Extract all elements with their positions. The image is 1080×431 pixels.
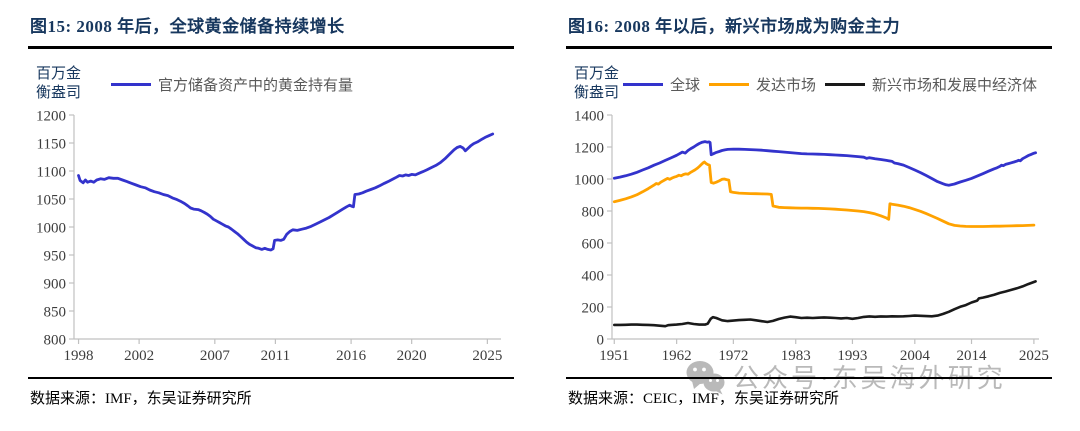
figure-16-title: 图16: 2008 年以后，新兴市场成为购金主力 — [566, 6, 1052, 49]
y-tick-label: 400 — [582, 268, 605, 284]
x-tick-label: 2020 — [397, 348, 427, 364]
x-tick-label: 2014 — [957, 348, 988, 364]
figure-15: 图15: 2008 年后，全球黄金储备持续增长 百万金 衡盎司 官方储备资产中的… — [28, 6, 514, 408]
figure-15-y-axis-unit-label: 百万金 衡盎司 — [28, 65, 81, 104]
series-line-2 — [612, 280, 1037, 328]
y-tick-label: 1200 — [574, 140, 604, 156]
x-tick-label: 1983 — [781, 348, 811, 364]
y-tick-label: 900 — [44, 276, 67, 292]
x-tick-label: 2025 — [1019, 348, 1049, 364]
y-tick-label: 1200 — [36, 108, 66, 124]
y-tick-label: 600 — [582, 236, 605, 252]
y-tick-label: 200 — [582, 300, 605, 316]
x-tick-label: 2025 — [472, 348, 502, 364]
figure-16-y-axis-unit-label: 百万金 衡盎司 — [566, 65, 619, 104]
y-tick-label: 1000 — [36, 220, 66, 236]
figures-row: 图15: 2008 年后，全球黄金储备持续增长 百万金 衡盎司 官方储备资产中的… — [28, 6, 1052, 408]
figure-16-source: 数据来源：CEIC，IMF，东吴证券研究所 — [566, 377, 1052, 408]
figure-16-chart: 0 200 400 600 800 1000 1200 1400 1951 1962 1972 198… — [574, 108, 1049, 364]
legend-label: 发达市场 — [756, 77, 817, 94]
legend-label: 新兴市场和发展中经济体 — [872, 77, 1038, 94]
unit-label-line1: 百万金 — [36, 65, 82, 82]
x-tick-label: 1962 — [662, 348, 692, 364]
y-tick-label: 1000 — [574, 172, 604, 188]
legend-label: 全球 — [670, 77, 701, 94]
y-tick-label: 1100 — [37, 164, 66, 180]
unit-label-line1: 百万金 — [574, 65, 620, 82]
x-tick-label: 2011 — [261, 348, 290, 364]
legend-item: 全球 — [623, 74, 700, 95]
figure-15-title: 图15: 2008 年后，全球黄金储备持续增长 — [28, 6, 514, 49]
legend-item: 官方储备资产中的黄金持有量 — [111, 74, 353, 95]
x-tick-label: 2007 — [200, 348, 231, 364]
y-tick-label: 1150 — [37, 136, 66, 152]
figure-15-chart: 800 850 900 950 1000 1050 1100 1150 1200 1998 2002… — [36, 108, 502, 364]
y-tick-label: 800 — [582, 204, 605, 220]
x-tick-label: 2016 — [336, 348, 367, 364]
figure-16: 图16: 2008 年以后，新兴市场成为购金主力 百万金 衡盎司 全球 发达市场 新… — [566, 6, 1052, 408]
x-tick-label: 1972 — [718, 348, 748, 364]
y-tick-label: 800 — [44, 332, 67, 348]
legend-swatch — [709, 82, 750, 86]
figure-15-source: 数据来源：IMF，东吴证券研究所 — [28, 377, 514, 408]
figure-15-legend: 官方储备资产中的黄金持有量 — [111, 74, 362, 95]
y-tick-label: 1050 — [36, 192, 66, 208]
legend-label: 官方储备资产中的黄金持有量 — [158, 77, 354, 94]
figure-15-chart-header: 百万金 衡盎司 官方储备资产中的黄金持有量 — [28, 61, 514, 107]
series-line-0 — [77, 132, 495, 252]
y-tick-label: 950 — [44, 248, 67, 264]
legend-swatch — [623, 82, 664, 86]
unit-label-line2: 衡盎司 — [574, 85, 620, 101]
y-tick-label: 0 — [597, 332, 605, 348]
series-line-0 — [612, 140, 1038, 187]
unit-label-line2: 衡盎司 — [36, 85, 82, 101]
y-tick-label: 1400 — [574, 108, 604, 124]
legend-swatch — [825, 82, 866, 86]
figure-16-chart-header: 百万金 衡盎司 全球 发达市场 新兴市场和发展中经济体 — [566, 61, 1052, 107]
x-tick-label: 2002 — [124, 348, 154, 364]
x-tick-label: 1993 — [837, 348, 867, 364]
legend-swatch — [111, 82, 152, 86]
legend-item: 发达市场 — [709, 74, 816, 95]
legend-item: 新兴市场和发展中经济体 — [825, 74, 1037, 95]
x-tick-label: 2004 — [900, 348, 931, 364]
figure-16-legend: 全球 发达市场 新兴市场和发展中经济体 — [623, 74, 1046, 95]
x-tick-label: 1951 — [599, 348, 629, 364]
x-tick-label: 1998 — [64, 348, 94, 364]
series-line-1 — [612, 160, 1036, 228]
y-tick-label: 850 — [44, 304, 67, 320]
